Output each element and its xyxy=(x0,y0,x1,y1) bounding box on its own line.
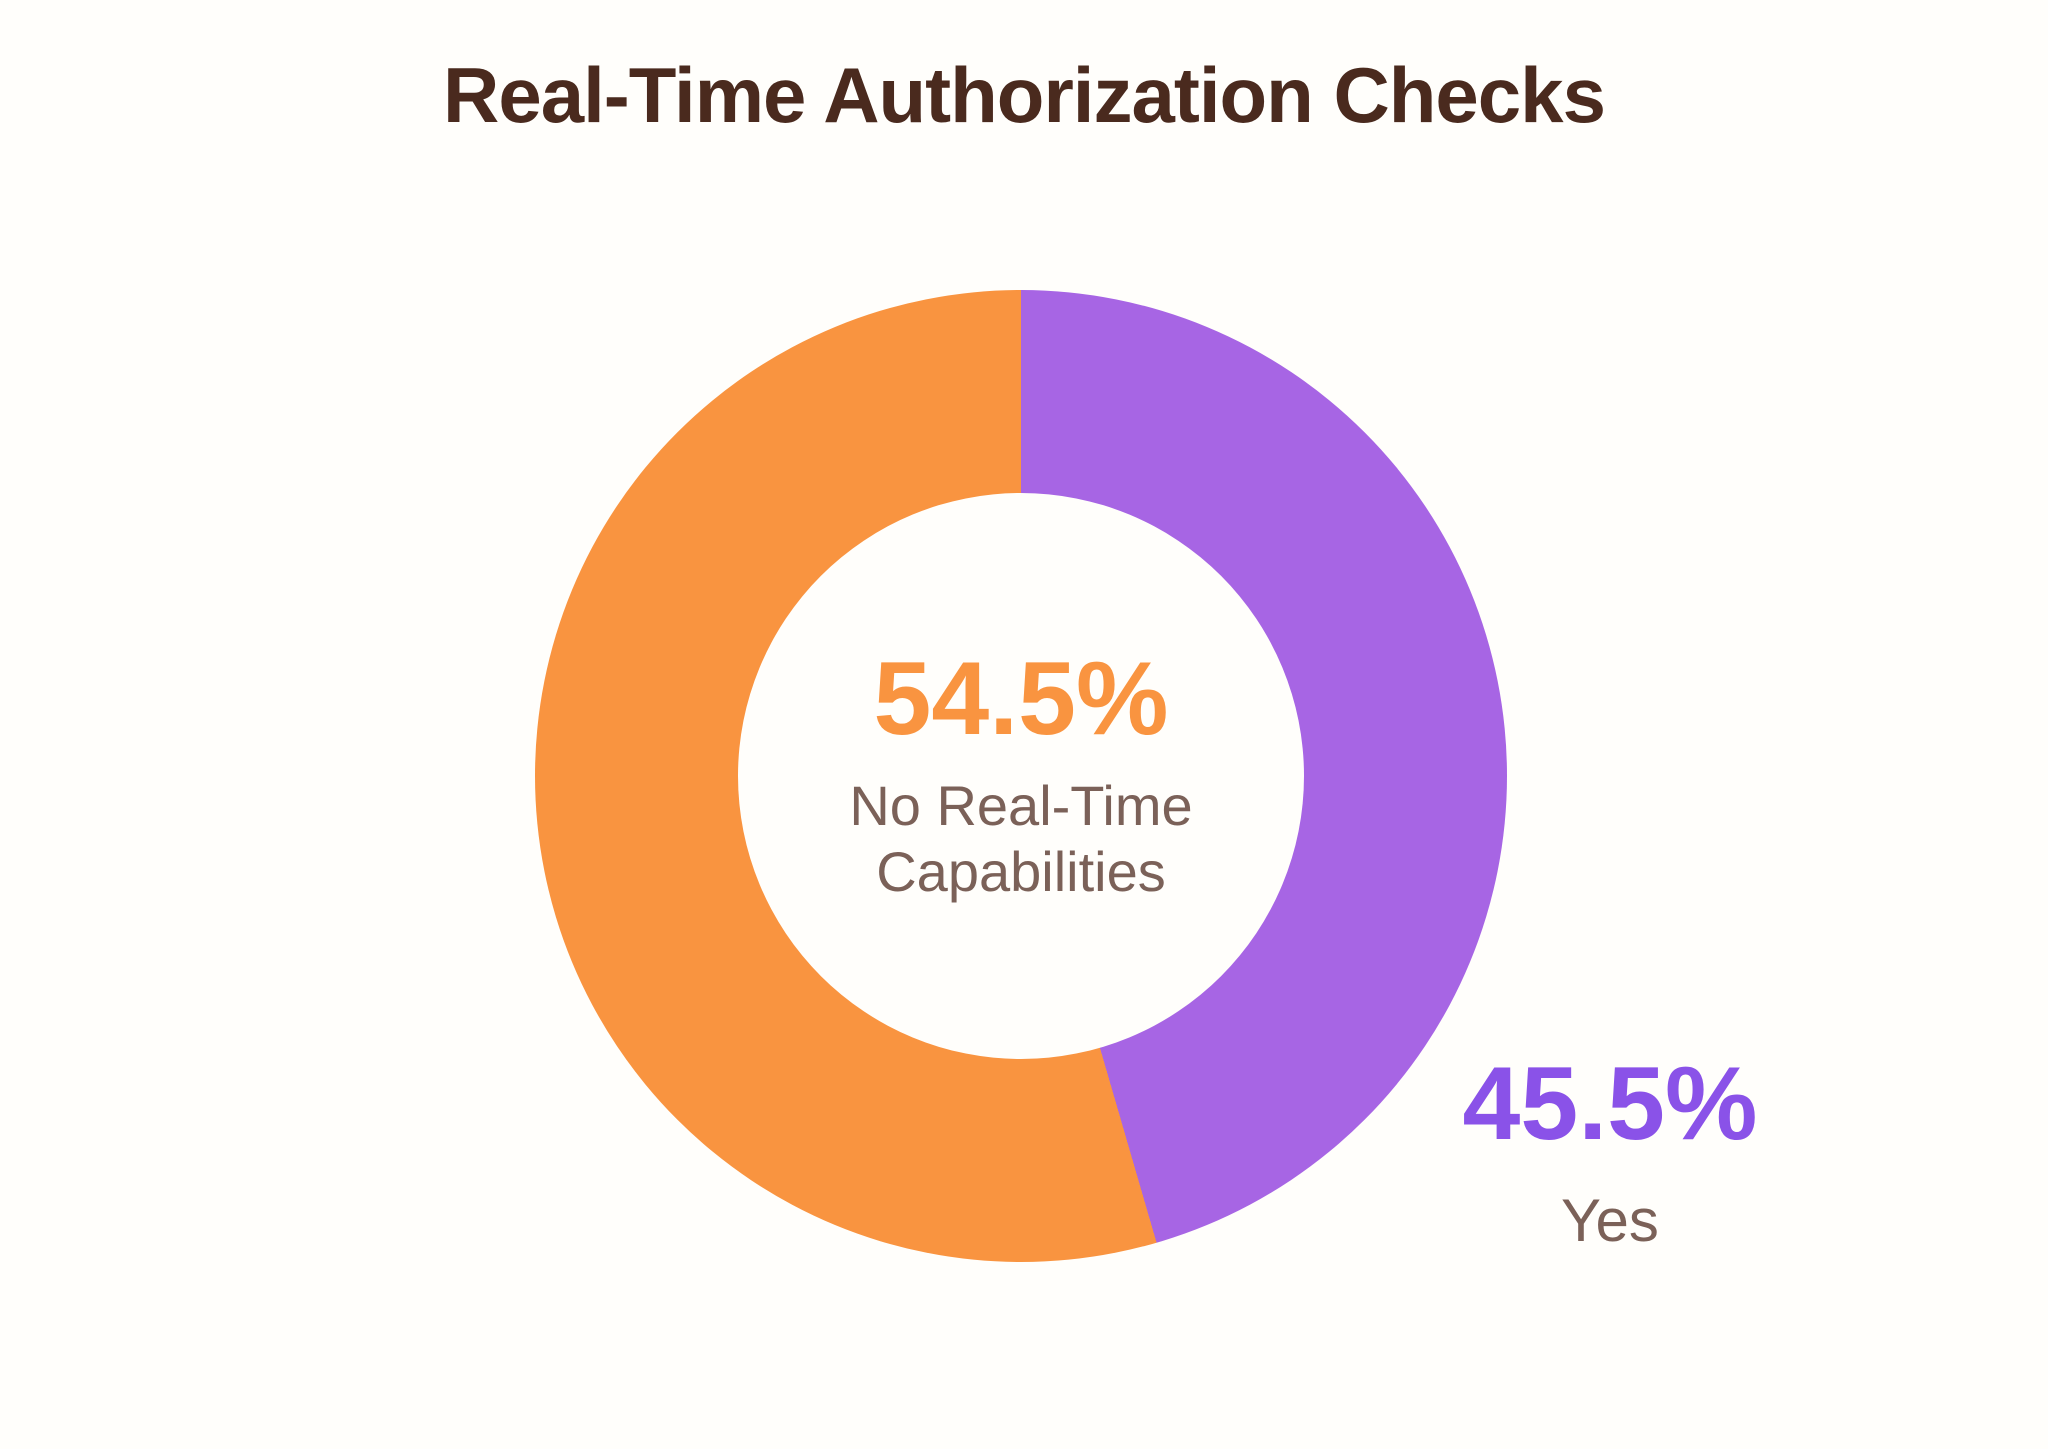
donut-chart: 54.5% No Real-Time Capabilities xyxy=(535,290,1507,1262)
yes-slice-callout: 45.5% Yes xyxy=(1405,1052,1815,1255)
yes-slice-percent: 45.5% xyxy=(1462,1046,1758,1162)
no-slice-label: No Real-Time Capabilities xyxy=(849,773,1192,905)
yes-slice-label: Yes xyxy=(1561,1187,1659,1254)
donut-hole xyxy=(738,493,1304,1059)
no-slice-label-line2: Capabilities xyxy=(876,840,1166,903)
no-slice-label-line1: No Real-Time xyxy=(849,773,1193,837)
center-label: 54.5% No Real-Time Capabilities xyxy=(535,290,1507,1262)
no-slice-percent: 54.5% xyxy=(873,640,1169,757)
chart-title: Real-Time Authorization Checks xyxy=(443,51,1606,139)
